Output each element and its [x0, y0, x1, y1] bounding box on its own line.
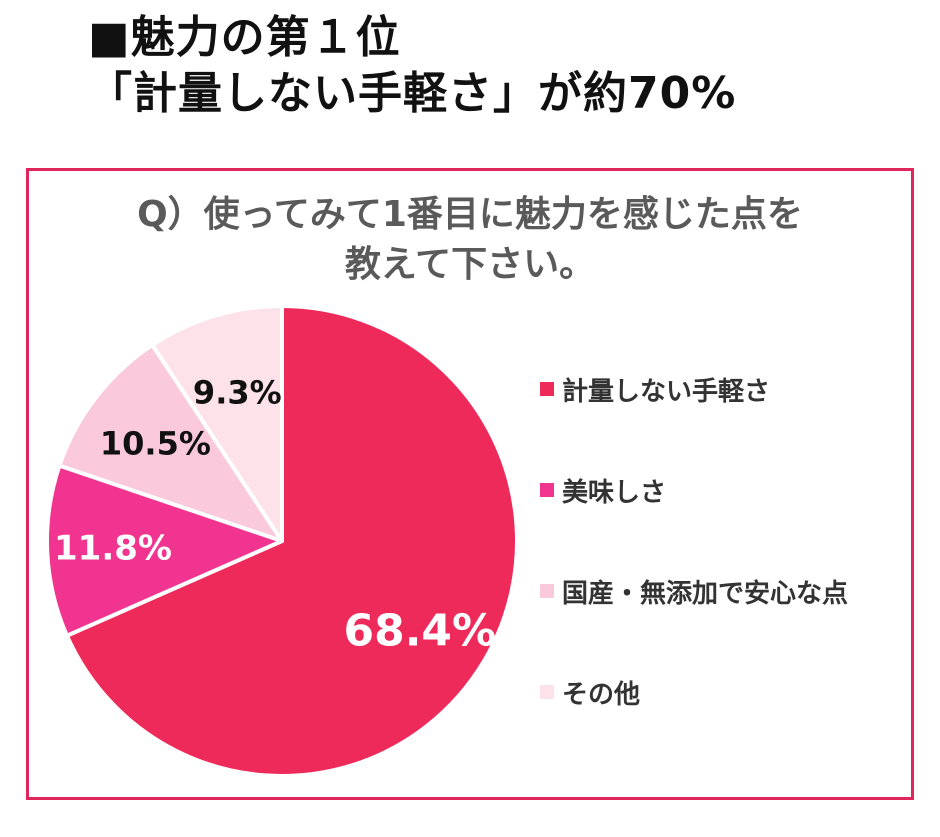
pie-data-label: 9.3%: [193, 374, 282, 412]
chart-legend: 計量しない手軽さ 美味しさ国産・無添加で安心な点 その他: [540, 368, 910, 772]
legend-label: 計量しない手軽さ: [562, 376, 771, 407]
legend-swatch: [540, 584, 554, 598]
pie-data-label: 68.4%: [343, 605, 496, 656]
pie-labels: 68.4% 11.8% 10.5% 9.3%: [54, 374, 496, 657]
pie-slice: [57, 342, 284, 543]
headline-line-1: ■魅力の第１位: [88, 12, 401, 63]
survey-question-line-2: 教えて下さい。: [344, 244, 596, 285]
survey-question: Q）使ってみて1番目に魅力を感じた点を 教えて下さい。: [0, 190, 940, 290]
legend-item: 美味しさ: [540, 469, 910, 511]
headline: ■魅力の第１位 「計量しない手軽さ」が約70%: [88, 10, 908, 122]
legend-swatch: [540, 382, 554, 396]
legend-item: 国産・無添加で安心な点: [540, 570, 910, 612]
pie-slices: [45, 304, 519, 778]
legend-label: その他: [562, 679, 641, 710]
legend-swatch: [540, 685, 554, 699]
legend-swatch: [540, 483, 554, 497]
legend-item: 計量しない手軽さ: [540, 368, 910, 410]
legend-label: 国産・無添加で安心な点: [562, 578, 849, 609]
pie-slice: [150, 304, 284, 543]
survey-question-line-1: Q）使ってみて1番目に魅力を感じた点を: [137, 194, 803, 235]
legend-item: その他: [540, 671, 910, 713]
pie-data-label: 10.5%: [100, 425, 211, 463]
pie-slice: [64, 304, 519, 778]
pie-slice: [45, 463, 284, 638]
pie-data-label: 11.8%: [54, 528, 172, 568]
legend-label: 美味しさ: [562, 477, 667, 508]
headline-line-2: 「計量しない手軽さ」が約70%: [88, 68, 737, 119]
